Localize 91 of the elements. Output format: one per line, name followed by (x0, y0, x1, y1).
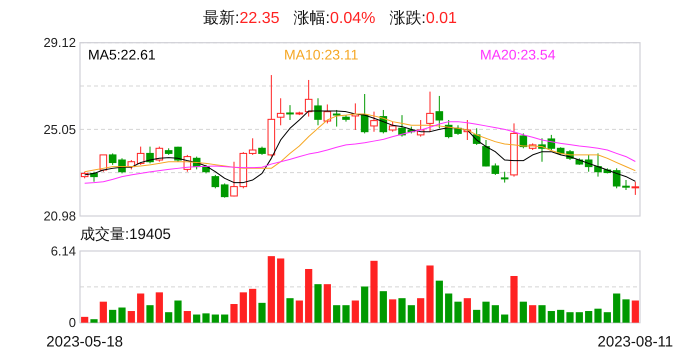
candlestick (360, 94, 368, 134)
bar (417, 298, 424, 323)
chart-title: 成交量:19405 (80, 226, 171, 243)
bar (529, 305, 536, 323)
text: MA10:23.11 (284, 46, 359, 63)
candlestick (286, 104, 294, 120)
bar (202, 313, 210, 323)
text: MA20:23.54 (480, 46, 556, 63)
bar (90, 319, 98, 323)
y-tick-label: 20.98 (43, 208, 76, 224)
candlestick (632, 181, 640, 196)
bar (109, 310, 116, 323)
x-tick-label: 2023-05-18 (46, 334, 124, 351)
bar (566, 312, 574, 323)
bar (482, 302, 490, 323)
y-tick-label: 6.14 (50, 244, 76, 258)
bar (370, 260, 378, 323)
bar (296, 300, 303, 323)
bar (174, 300, 182, 323)
bar (426, 265, 434, 323)
candlestick (370, 111, 378, 132)
bar (324, 284, 331, 323)
bar (165, 312, 172, 323)
bar (585, 311, 592, 323)
bar (492, 305, 499, 323)
text: 涨幅:0.04% (294, 9, 376, 27)
bar (473, 310, 480, 323)
y-tick-label: 0 (68, 315, 76, 330)
y-tick-label: 29.12 (43, 35, 76, 50)
bar (268, 256, 275, 323)
bar (436, 280, 443, 323)
text: 最新:22.35 (203, 9, 280, 27)
bar (361, 286, 368, 323)
candlestick (388, 121, 396, 132)
candlestick (156, 146, 164, 162)
candlestick (500, 171, 508, 184)
bar (613, 294, 620, 323)
bar (156, 292, 163, 323)
bar (230, 304, 238, 323)
candlestick (212, 174, 220, 189)
bar (520, 302, 527, 323)
candlestick (332, 109, 340, 128)
bar (576, 312, 583, 323)
bar (445, 294, 452, 323)
bar (604, 312, 611, 323)
bar (380, 291, 387, 323)
bar (594, 308, 602, 323)
candlestick (276, 98, 284, 126)
candlestick (426, 91, 434, 132)
candlestick (314, 98, 322, 126)
bar (548, 311, 555, 323)
bar (137, 294, 144, 323)
x-tick-label: 2023-08-11 (598, 334, 674, 351)
bar (408, 305, 415, 323)
bar (118, 308, 126, 323)
bar (352, 300, 359, 323)
bar (464, 298, 471, 323)
bar (240, 292, 247, 323)
bar (305, 268, 312, 323)
bar (193, 314, 200, 323)
bar (501, 314, 508, 323)
text: 涨跌:0.01 (389, 9, 458, 27)
candlestick (220, 182, 228, 198)
bar (510, 276, 518, 323)
bar (146, 305, 154, 323)
bar (277, 258, 284, 323)
bar (286, 298, 294, 323)
candlestick (248, 138, 256, 156)
bar (342, 305, 350, 323)
bar (258, 302, 266, 323)
candlestick (436, 95, 444, 129)
bar (389, 299, 396, 323)
bar (398, 298, 406, 323)
bar (538, 305, 546, 323)
bar (128, 311, 135, 323)
candlestick (136, 146, 144, 166)
bar (557, 310, 564, 323)
candlestick (304, 79, 312, 118)
bar (314, 284, 322, 323)
bar (100, 302, 107, 323)
bar (632, 300, 639, 323)
bar (221, 314, 228, 323)
bar (81, 316, 88, 323)
bar (212, 314, 219, 323)
text: MA5:22.61 (88, 46, 156, 63)
bar (184, 311, 191, 323)
bar (454, 302, 462, 323)
bar (622, 299, 630, 323)
bar (333, 305, 340, 323)
y-tick-label: 25.05 (43, 122, 76, 137)
bar (249, 288, 256, 323)
